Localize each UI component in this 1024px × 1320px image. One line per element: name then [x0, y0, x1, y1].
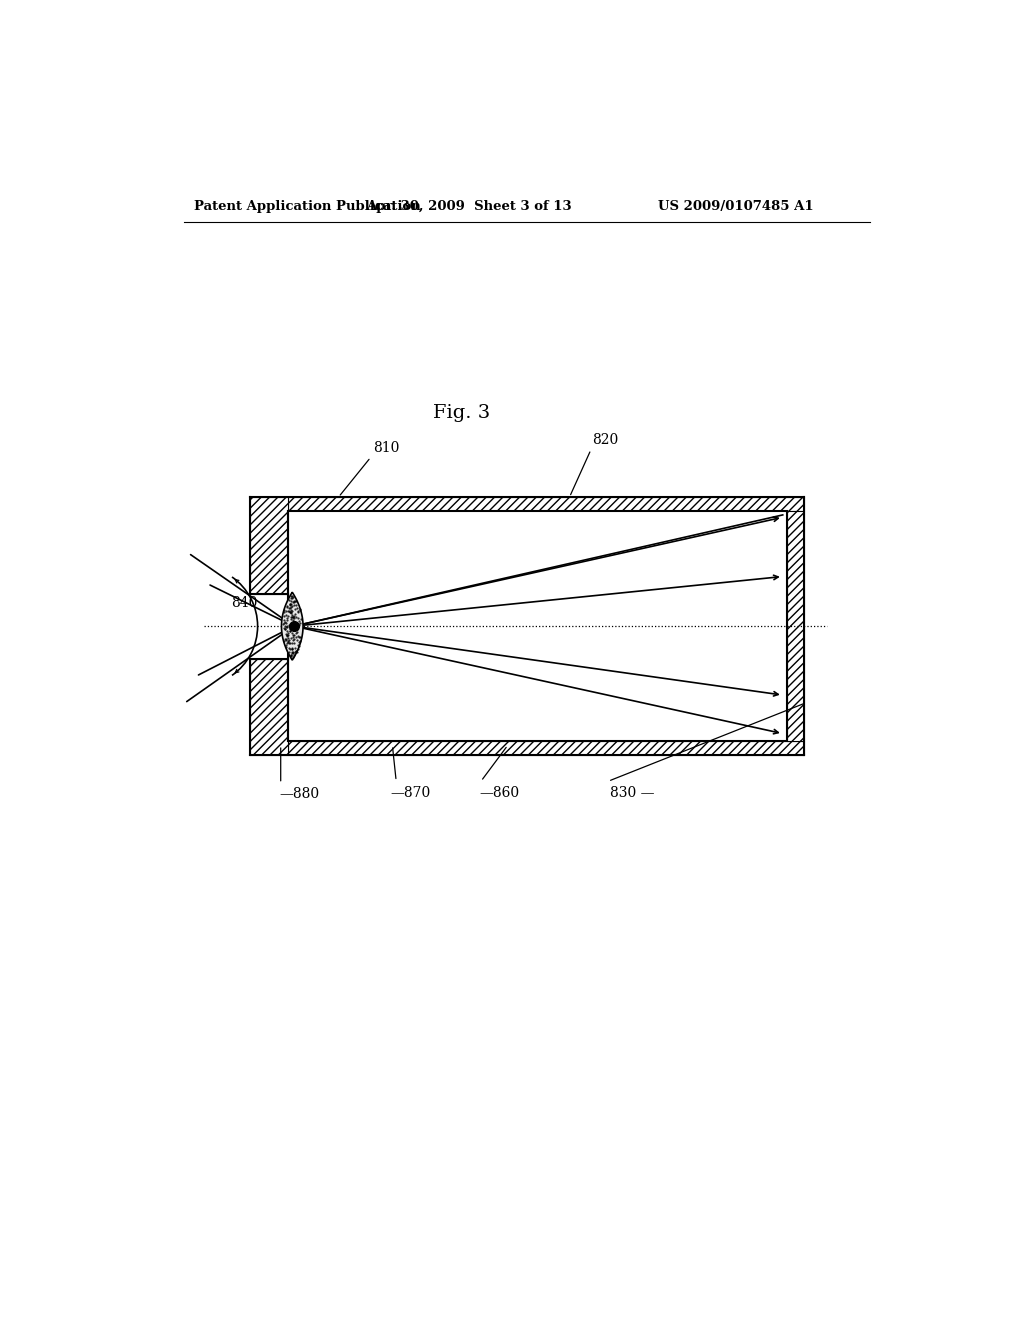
Text: 840: 840	[231, 597, 258, 610]
Text: —870: —870	[391, 785, 431, 800]
Text: Apr. 30, 2009  Sheet 3 of 13: Apr. 30, 2009 Sheet 3 of 13	[367, 199, 572, 213]
Bar	[250, 498, 289, 594]
Text: —880: —880	[280, 788, 319, 801]
Bar	[289, 742, 804, 755]
Polygon shape	[282, 593, 303, 660]
Text: Patent Application Publication: Patent Application Publication	[194, 199, 421, 213]
Text: Fig. 3: Fig. 3	[433, 404, 490, 421]
Text: US 2009/0107485 A1: US 2009/0107485 A1	[658, 199, 814, 213]
Bar	[289, 511, 786, 742]
Text: 810: 810	[373, 441, 399, 455]
Bar	[289, 498, 804, 511]
Bar	[786, 511, 804, 742]
Text: 830 —: 830 —	[609, 785, 654, 800]
Bar	[250, 659, 289, 755]
Text: 820: 820	[593, 433, 618, 447]
Text: —860: —860	[479, 785, 519, 800]
